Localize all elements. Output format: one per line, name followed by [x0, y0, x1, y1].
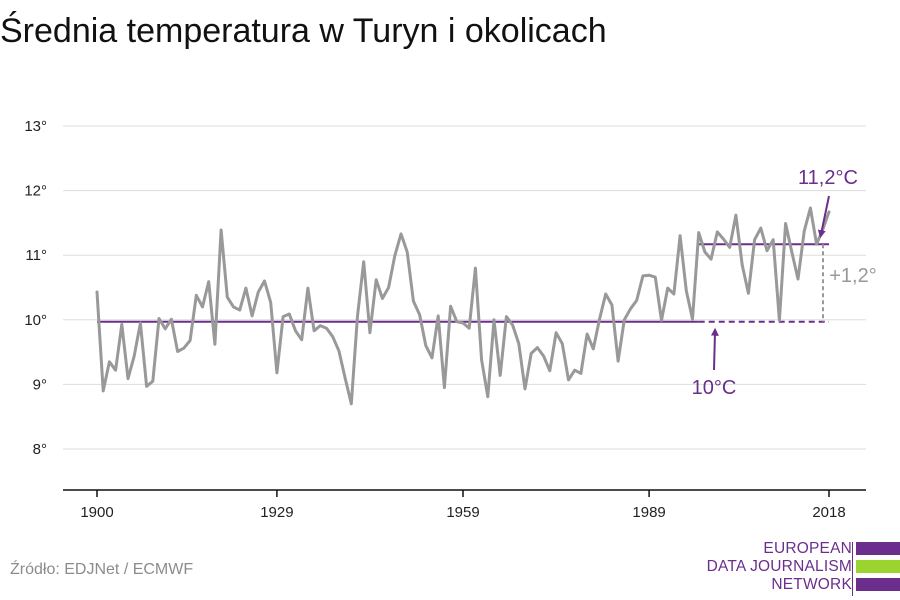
- temperature-series-line: [95, 206, 831, 406]
- x-tick-label-1989: 1989: [632, 504, 665, 521]
- annotation-gap-label: +1,2°: [829, 265, 876, 287]
- series-layer: [95, 206, 831, 406]
- reference-lines: [97, 243, 829, 323]
- annotation-11-2-arrow: [817, 195, 830, 239]
- x-axis: 1900 1929 1959 1989 2018: [63, 489, 866, 521]
- annotation-10-label: 10°C: [692, 377, 737, 399]
- y-tick-label-13: 13°: [24, 118, 47, 135]
- logo-bar-green: [856, 560, 900, 573]
- logo-line-network: NETWORK: [771, 576, 852, 593]
- edjnet-logo: EUROPEAN DATA JOURNALISM NETWORK: [690, 540, 900, 596]
- grid-lines: [63, 125, 866, 450]
- logo-bar-purple-top: [856, 542, 900, 555]
- y-tick-label-9: 9°: [33, 376, 47, 393]
- source-note: Źródło: EDJNet / ECMWF: [10, 561, 194, 578]
- logo-bar-purple-bottom: [856, 578, 900, 591]
- annotations: 11,2°C 10°C +1,2°: [692, 167, 877, 399]
- x-tick-label-2018: 2018: [812, 504, 845, 521]
- y-tick-label-10: 10°: [24, 312, 47, 329]
- y-axis-ticks: 8° 9° 10° 11° 12° 13°: [24, 118, 47, 458]
- logo-line-european: EUROPEAN: [763, 540, 852, 557]
- annotation-11-2-label: 11,2°C: [798, 167, 858, 189]
- annotation-10-arrow: [710, 327, 719, 371]
- x-tick-label-1959: 1959: [446, 504, 479, 521]
- x-tick-label-1929: 1929: [260, 504, 293, 521]
- y-tick-label-8: 8°: [33, 441, 47, 458]
- logo-line-data-journalism: DATA JOURNALISM: [706, 558, 852, 575]
- x-tick-label-1900: 1900: [80, 504, 113, 521]
- page-title: Średnia temperatura w Turyn i okolicach: [0, 12, 607, 50]
- y-tick-label-12: 12°: [24, 183, 47, 200]
- logo-divider: [852, 542, 853, 596]
- y-tick-label-11: 11°: [25, 247, 47, 264]
